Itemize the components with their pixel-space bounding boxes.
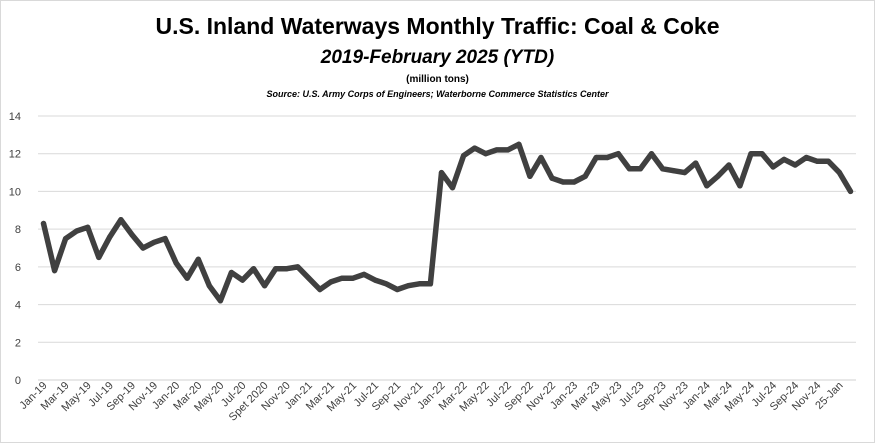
data-point — [494, 147, 500, 153]
data-point — [195, 256, 201, 262]
chart-units: (million tons) — [406, 74, 469, 85]
chart-title: U.S. Inland Waterways Monthly Traffic: C… — [155, 13, 720, 39]
data-point — [582, 173, 588, 179]
data-point — [250, 266, 257, 272]
data-point — [847, 188, 854, 195]
data-point — [693, 160, 699, 166]
series-line — [40, 141, 854, 304]
data-point — [339, 275, 345, 281]
data-point — [306, 275, 312, 281]
data-point — [438, 169, 445, 176]
data-point — [836, 169, 843, 176]
data-point — [383, 281, 389, 287]
data-point — [328, 279, 334, 285]
data-point — [648, 151, 655, 157]
data-point — [604, 154, 610, 161]
data-point — [184, 275, 190, 281]
data-point — [63, 235, 69, 242]
data-point — [40, 220, 47, 227]
data-point — [460, 153, 467, 159]
data-point — [516, 141, 522, 147]
data-point — [737, 183, 743, 189]
data-point — [317, 286, 323, 293]
data-point — [140, 245, 146, 251]
data-point — [593, 154, 599, 161]
y-tick-label: 8 — [15, 224, 21, 236]
data-point — [781, 156, 787, 162]
data-point — [394, 286, 400, 293]
data-point — [715, 173, 721, 179]
data-point — [549, 175, 555, 181]
data-point — [527, 173, 533, 179]
chart-subtitle: 2019-February 2025 (YTD) — [320, 47, 555, 68]
data-point — [615, 151, 621, 157]
data-point — [96, 254, 102, 261]
y-tick-label: 10 — [9, 186, 21, 198]
data-point — [792, 162, 798, 168]
data-point — [217, 298, 223, 304]
data-point — [151, 239, 157, 245]
data-point — [626, 166, 632, 172]
data-point — [118, 217, 124, 223]
chart-source: Source: U.S. Army Corps of Engineers; Wa… — [266, 89, 609, 99]
data-point — [814, 158, 820, 164]
data-point — [350, 275, 356, 281]
data-point — [228, 269, 235, 276]
data-point — [372, 277, 378, 283]
data-point — [759, 151, 765, 157]
data-point — [483, 151, 489, 157]
data-point — [416, 281, 422, 287]
data-point — [129, 232, 135, 238]
data-point — [173, 260, 179, 266]
data-point — [803, 154, 809, 161]
data-point — [85, 224, 91, 230]
y-tick-label: 12 — [9, 149, 21, 161]
data-point — [825, 158, 831, 164]
y-tick-label: 4 — [15, 300, 21, 312]
data-point — [505, 147, 511, 153]
data-point — [726, 162, 732, 168]
data-point — [659, 166, 666, 172]
data-point — [239, 277, 246, 283]
data-point — [273, 266, 279, 272]
data-point — [472, 145, 478, 151]
data-point — [748, 151, 754, 157]
data-point — [671, 168, 677, 174]
data-point — [262, 283, 268, 289]
data-point — [162, 235, 168, 242]
data-point — [449, 185, 456, 191]
data-point — [405, 283, 411, 289]
data-point — [571, 179, 577, 185]
data-point — [361, 271, 367, 277]
y-tick-label: 0 — [15, 375, 21, 387]
y-tick-label: 6 — [15, 262, 21, 274]
data-point — [107, 234, 113, 240]
data-point — [637, 166, 644, 172]
data-point — [682, 169, 688, 176]
data-point — [74, 228, 80, 234]
data-point — [51, 268, 58, 274]
y-tick-label: 14 — [9, 111, 21, 123]
data-point — [704, 183, 710, 189]
data-point — [770, 164, 776, 170]
y-tick-label: 2 — [15, 337, 21, 349]
data-point — [284, 266, 290, 272]
data-point — [560, 179, 566, 185]
data-point — [427, 281, 434, 287]
data-point — [206, 283, 212, 289]
data-point — [538, 154, 544, 161]
data-point — [295, 264, 301, 270]
